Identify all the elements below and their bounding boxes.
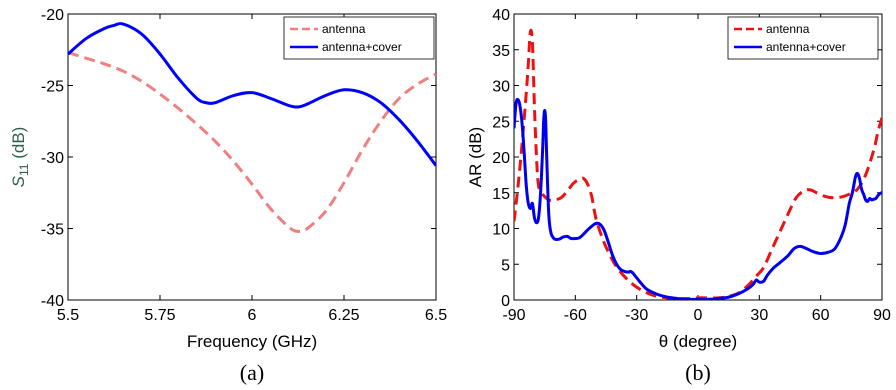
chart-a-ylabel-main: S bbox=[9, 175, 28, 187]
chart-a-xlabel: Frequency (GHz) bbox=[187, 332, 317, 351]
chart-a-ylabel: S11 (dB) bbox=[9, 127, 31, 188]
chart-a-xtick-label: 6.5 bbox=[425, 307, 447, 324]
chart-a-legend: antenna antenna+cover bbox=[283, 16, 435, 60]
chart-a-legend-label-antenna-cover: antenna+cover bbox=[322, 40, 402, 54]
chart-b-ytick-label: 35 bbox=[492, 43, 510, 60]
chart-b-ytick-label: 30 bbox=[492, 79, 510, 96]
chart-b-xtick-label: -60 bbox=[564, 307, 587, 324]
chart-b-xtick-label: 60 bbox=[812, 307, 830, 324]
chart-b-xtick-label: 0 bbox=[694, 307, 703, 324]
chart-a-legend-box bbox=[283, 16, 435, 60]
chart-a-series-antenna-cover bbox=[68, 22, 436, 167]
chart-b-ylabel: AR (dB) bbox=[466, 127, 485, 187]
chart-a-legend-label-antenna: antenna bbox=[322, 22, 366, 36]
chart-a-xtick-label: 6.25 bbox=[328, 307, 359, 324]
chart-a-xtick-label: 5.75 bbox=[144, 307, 175, 324]
chart-b-ytick-label: 25 bbox=[492, 114, 510, 131]
chart-b-legend: antenna antenna+cover bbox=[727, 16, 879, 60]
chart-b-series-antenna bbox=[514, 28, 882, 300]
chart-a-xtick-label: 5.5 bbox=[57, 307, 79, 324]
chart-b-series-antenna-cover bbox=[514, 97, 882, 300]
chart-a-ytick-label: -35 bbox=[41, 222, 64, 239]
chart-a-ytick-label: -30 bbox=[41, 150, 64, 167]
chart-b-ytick-label: 15 bbox=[492, 186, 510, 203]
chart-b-ytick-label: 0 bbox=[501, 293, 510, 310]
chart-b-xtick-label: -90 bbox=[502, 307, 525, 324]
chart-a-ylabel-unit: (dB) bbox=[9, 127, 28, 164]
chart-b-xtick-label: 90 bbox=[873, 307, 891, 324]
chart-b-legend-box bbox=[727, 16, 879, 60]
chart-a-ylabel-sub: 11 bbox=[17, 163, 31, 176]
chart-a-xtick-label: 6 bbox=[248, 307, 257, 324]
chart-b-legend-label-antenna: antenna bbox=[766, 22, 810, 36]
chart-a-plot-area bbox=[67, 13, 437, 301]
chart-b-ytick-label: 40 bbox=[492, 7, 510, 24]
chart-b-ytick-label: 20 bbox=[492, 150, 510, 167]
chart-b-ytick-label: 5 bbox=[501, 257, 510, 274]
chart-a-caption: (a) bbox=[240, 360, 264, 385]
chart-a: 5.5 5.75 6 6.25 6.5 -40 -35 -30 -25 -20 Frequency… bbox=[9, 7, 447, 385]
chart-b-ytick-label: 10 bbox=[492, 222, 510, 239]
chart-b-xtick-label: 30 bbox=[750, 307, 768, 324]
chart-b-legend-label-antenna-cover: antenna+cover bbox=[766, 40, 846, 54]
chart-a-ytick-label: -20 bbox=[41, 7, 64, 24]
chart-a-series-antenna bbox=[68, 51, 436, 233]
chart-a-ytick-label: -40 bbox=[41, 293, 64, 310]
chart-b-xtick-label: -30 bbox=[625, 307, 648, 324]
chart-b: -90 -60 -30 0 30 60 90 0 5 10 15 20 25 30 35 40 θ (degr… bbox=[466, 7, 891, 385]
chart-b-caption: (b) bbox=[685, 360, 711, 385]
chart-a-ytick-label: -25 bbox=[41, 79, 64, 96]
chart-b-xlabel: θ (degree) bbox=[659, 332, 737, 351]
